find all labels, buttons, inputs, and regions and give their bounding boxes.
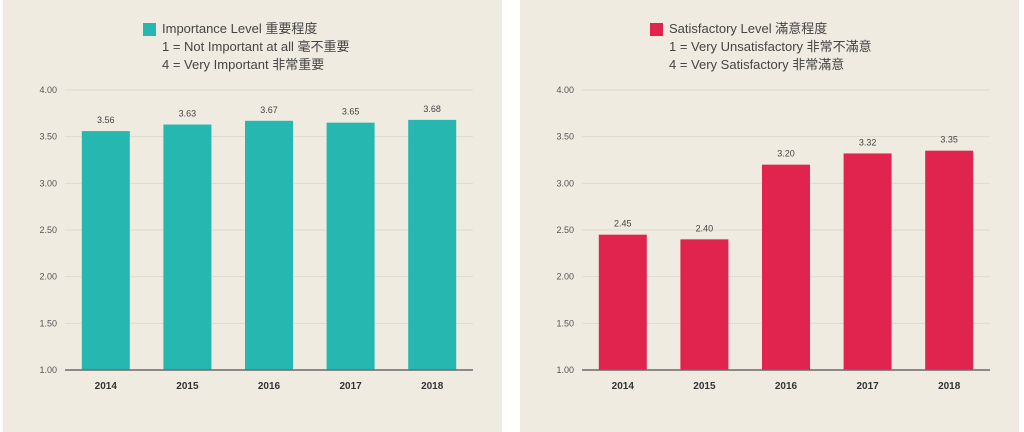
satisfaction-bar-2016 bbox=[762, 164, 810, 370]
importance-category-label: 2014 bbox=[95, 381, 118, 392]
satisfaction-ytick-label: 1.00 bbox=[556, 365, 574, 375]
satisfaction-ytick-label: 3.50 bbox=[556, 132, 574, 142]
importance-bar-2017 bbox=[326, 122, 375, 371]
importance-ytick-label: 3.50 bbox=[39, 132, 57, 142]
importance-category-label: 2016 bbox=[258, 381, 281, 392]
importance-ytick-label: 3.00 bbox=[39, 178, 57, 188]
satisfaction-ytick-label: 2.50 bbox=[556, 225, 574, 235]
satisfaction-ytick-label: 2.00 bbox=[556, 272, 574, 282]
importance-category-label: 2017 bbox=[339, 381, 362, 392]
satisfaction-category-label: 2018 bbox=[938, 381, 961, 392]
satisfaction-ytick-label: 1.50 bbox=[556, 318, 574, 328]
satisfaction-value-label: 2.40 bbox=[696, 223, 714, 233]
importance-legend-line1: 1 = Not Important at all 毫不重要 bbox=[162, 39, 350, 54]
importance-category-label: 2015 bbox=[176, 381, 199, 392]
importance-value-label: 3.68 bbox=[423, 104, 441, 114]
satisfaction-legend: Satisfactory Level 滿意程度 1 = Very Unsatis… bbox=[650, 20, 872, 74]
importance-value-label: 3.65 bbox=[342, 107, 360, 117]
satisfaction-value-label: 3.32 bbox=[859, 137, 877, 147]
importance-value-label: 3.67 bbox=[260, 105, 278, 115]
importance-value-label: 3.63 bbox=[179, 109, 197, 119]
satisfaction-ytick-label: 4.00 bbox=[556, 85, 574, 95]
importance-ytick-label: 4.00 bbox=[39, 85, 57, 95]
satisfaction-category-label: 2015 bbox=[693, 381, 716, 392]
importance-bar-2014 bbox=[81, 131, 130, 370]
satisfaction-bar-2018 bbox=[925, 150, 974, 370]
importance-ytick-label: 2.50 bbox=[39, 225, 57, 235]
satisfaction-legend-swatch bbox=[650, 22, 663, 36]
satisfaction-legend-title: Satisfactory Level 滿意程度 bbox=[669, 21, 828, 36]
importance-ytick-label: 2.00 bbox=[39, 272, 57, 282]
satisfaction-category-label: 2014 bbox=[612, 381, 635, 392]
satisfaction-category-label: 2016 bbox=[775, 381, 798, 392]
satisfaction-value-label: 2.45 bbox=[614, 219, 632, 229]
satisfaction-chart-panel: Satisfactory Level 滿意程度 1 = Very Unsatis… bbox=[520, 0, 1019, 432]
satisfaction-bar-2014 bbox=[598, 234, 647, 370]
importance-bar-2016 bbox=[245, 120, 293, 370]
satisfaction-bar-2017 bbox=[843, 153, 892, 370]
importance-legend-line2: 4 = Very Important 非常重要 bbox=[162, 57, 325, 72]
satisfaction-legend-line1: 1 = Very Unsatisfactory 非常不滿意 bbox=[669, 39, 872, 54]
importance-bar-2015 bbox=[163, 124, 212, 371]
satisfaction-value-label: 3.20 bbox=[777, 149, 795, 159]
importance-legend-swatch bbox=[143, 22, 156, 36]
importance-ytick-label: 1.00 bbox=[39, 365, 57, 375]
satisfaction-bar-2015 bbox=[680, 239, 729, 370]
importance-value-label: 3.56 bbox=[97, 115, 115, 125]
importance-ytick-label: 1.50 bbox=[39, 318, 57, 328]
importance-legend-title: Importance Level 重要程度 bbox=[162, 21, 318, 36]
importance-legend: Importance Level 重要程度 1 = Not Important … bbox=[143, 20, 350, 74]
importance-bar-chart: 1.00 1.50 2.00 2.50 3.00 3.50 4.00 3.56 2014 3.63… bbox=[39, 85, 473, 392]
importance-chart-panel: Importance Level 重要程度 1 = Not Important … bbox=[3, 0, 502, 432]
importance-bar-2018 bbox=[408, 119, 457, 370]
satisfaction-value-label: 3.35 bbox=[940, 135, 958, 145]
importance-category-label: 2018 bbox=[421, 381, 444, 392]
satisfaction-ytick-label: 3.00 bbox=[556, 178, 574, 188]
satisfaction-legend-line2: 4 = Very Satisfactory 非常滿意 bbox=[669, 57, 845, 72]
satisfaction-category-label: 2017 bbox=[856, 381, 879, 392]
satisfaction-bar-chart: 1.00 1.50 2.00 2.50 3.00 3.50 4.00 2.45 2014 2.40… bbox=[556, 85, 990, 392]
